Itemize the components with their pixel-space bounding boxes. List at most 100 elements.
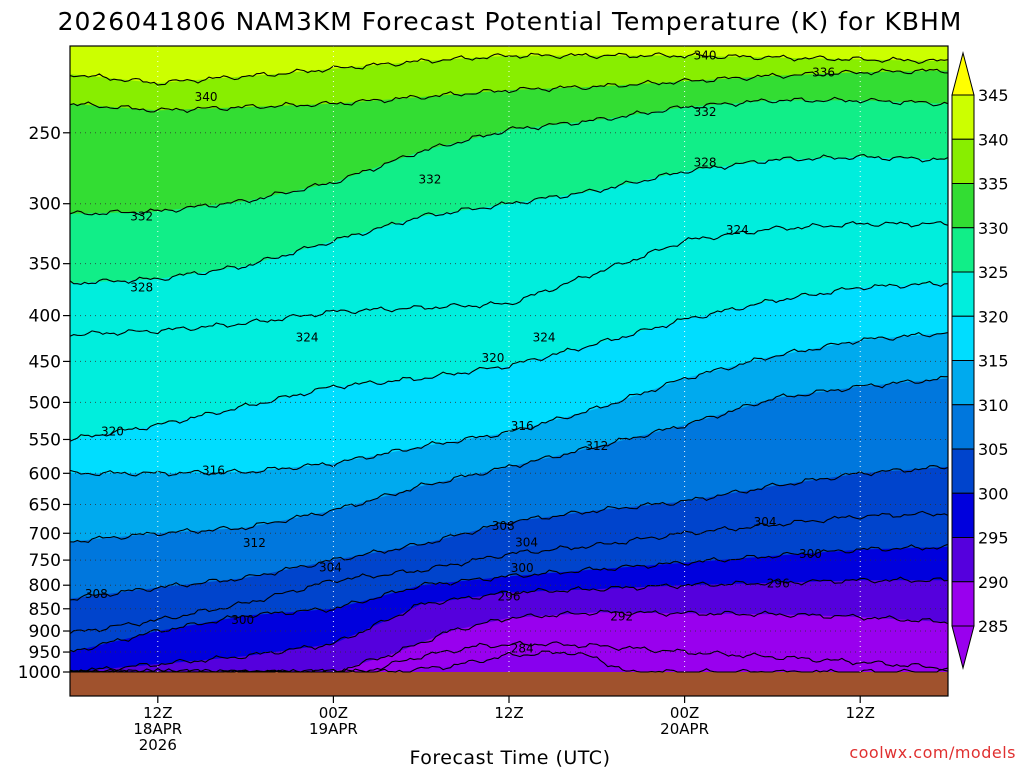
colorbar-top-cap <box>951 51 975 96</box>
contour-300 <box>69 543 949 653</box>
colorbar-label: 335 <box>978 175 1009 194</box>
contour-320 <box>69 280 949 442</box>
y-tick-label: 350 <box>29 255 61 275</box>
y-tick-label: 700 <box>29 524 61 544</box>
contour-label: 324 <box>296 330 319 344</box>
x-tick-label: 12Z <box>143 704 172 722</box>
contour-label: 332 <box>130 209 153 223</box>
contour-lines <box>69 52 949 673</box>
contour-label: 320 <box>481 351 504 365</box>
colorbar-segment <box>951 492 975 538</box>
y-tick-label: 300 <box>29 195 61 215</box>
colorbar-segment <box>951 183 975 229</box>
y-tick-label: 500 <box>29 393 61 413</box>
contour-label: 308 <box>85 587 108 601</box>
contour-340 <box>69 52 949 86</box>
colorbar-segment <box>951 315 975 361</box>
y-tick-label: 250 <box>29 124 61 144</box>
x-tick-label: 2026 <box>139 736 177 754</box>
contour-labels: 340 340 336 332 332 332 328 328 324 324 324 320 320 3… <box>85 49 835 656</box>
colorbar-label: 290 <box>978 573 1009 592</box>
contour-label: 336 <box>812 65 835 79</box>
y-tick-label: 800 <box>29 576 61 596</box>
y-tick-label: 1000 <box>18 663 61 683</box>
contour-312 <box>69 375 948 543</box>
colorbar-label: 340 <box>978 130 1009 149</box>
x-tick-label: 20APR <box>660 720 709 738</box>
colorbar-label: 345 <box>978 86 1009 105</box>
credit-text: coolwx.com/models <box>849 743 1016 762</box>
chart-title: 2026041806 NAM3KM Forecast Potential Tem… <box>58 7 963 36</box>
contour-label: 320 <box>101 425 124 439</box>
x-axis-label: Forecast Time (UTC) <box>410 747 611 768</box>
colorbar-label: 320 <box>978 307 1009 326</box>
contour-328 <box>69 154 949 285</box>
y-tick-label: 600 <box>29 464 61 484</box>
colorbar-label: 285 <box>978 617 1009 636</box>
contour-label: 324 <box>726 223 749 237</box>
contour-label: 316 <box>511 419 534 433</box>
contour-label: 292 <box>610 609 633 623</box>
contour-label: 300 <box>799 547 822 561</box>
contour-label: 312 <box>243 536 266 550</box>
colorbar-label: 310 <box>978 396 1009 415</box>
contour-332 <box>69 96 949 216</box>
y-tick-label: 900 <box>29 622 61 642</box>
contour-label: 304 <box>319 560 342 574</box>
contour-label: 332 <box>419 173 442 187</box>
contour-label: 340 <box>195 90 218 104</box>
x-tick-label: 12Z <box>494 704 523 722</box>
contour-label: 324 <box>533 330 556 344</box>
colorbar: 345 340 335 330 325 320 315 310 305 300 295 290 285 <box>951 51 1009 670</box>
contour-label: 300 <box>511 561 534 575</box>
colorbar-label: 305 <box>978 440 1009 459</box>
contour-336 <box>69 68 949 114</box>
colorbar-segment <box>951 271 975 317</box>
contour-label: 300 <box>231 613 254 627</box>
contour-284 <box>69 650 949 673</box>
y-tick-label: 450 <box>29 352 61 372</box>
colorbar-segment <box>951 227 975 273</box>
y-tick-label: 750 <box>29 551 61 571</box>
contour-label: 332 <box>694 105 717 119</box>
colorbar-segment <box>951 94 975 140</box>
contour-label: 316 <box>202 464 225 478</box>
contour-308 <box>69 465 949 601</box>
x-tick-label: 00Z <box>319 704 348 722</box>
colorbar-label: 315 <box>978 352 1009 371</box>
colorbar-label: 325 <box>978 263 1009 282</box>
plot-area <box>70 46 948 696</box>
x-tick-label: 18APR <box>133 720 182 738</box>
y-tick-label: 950 <box>29 643 61 663</box>
y-tick-label: 400 <box>29 307 61 327</box>
y-tick-label: 650 <box>29 495 61 515</box>
colorbar-segment <box>951 138 975 184</box>
contour-label: 304 <box>515 536 538 550</box>
contour-label: 328 <box>130 280 153 294</box>
colorbar-bottom-cap <box>951 625 975 670</box>
colorbar-segment <box>951 360 975 406</box>
colorbar-label: 330 <box>978 219 1009 238</box>
y-tick-label: 850 <box>29 600 61 620</box>
colorbar-segment <box>951 404 975 450</box>
colorbar-segment <box>951 581 975 627</box>
y-axis: 2503003504004505005506006507007508008509… <box>18 124 70 683</box>
x-tick-label: 19APR <box>309 720 358 738</box>
colorbar-label: 295 <box>978 529 1009 548</box>
y-tick-label: 550 <box>29 430 61 450</box>
ground-strip <box>70 672 948 696</box>
x-tick-label: 00Z <box>670 704 699 722</box>
contour-324 <box>69 220 949 337</box>
contour-label: 308 <box>492 519 515 533</box>
contour-label: 296 <box>767 577 790 591</box>
contour-label: 304 <box>754 515 777 529</box>
colorbar-segment <box>951 537 975 583</box>
contour-296 <box>69 576 949 673</box>
colorbar-segment <box>951 448 975 494</box>
contour-label: 340 <box>694 49 717 63</box>
contour-label: 312 <box>585 439 608 453</box>
contour-label: 328 <box>694 156 717 170</box>
contour-label: 284 <box>511 641 534 655</box>
